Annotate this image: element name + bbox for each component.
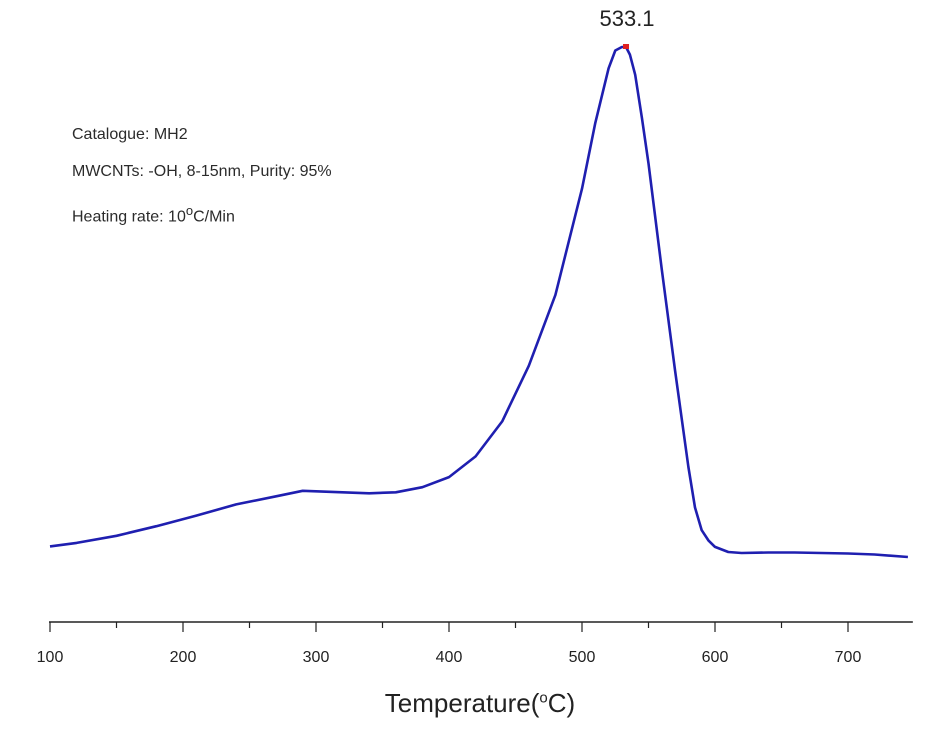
x-axis: 100 200 300 400 500 600 700 <box>37 621 913 666</box>
series-group <box>49 45 908 559</box>
x-tick-label: 200 <box>170 649 197 666</box>
annotation-group: 533.1 <box>599 6 655 49</box>
x-tick-label: 400 <box>436 649 463 666</box>
series-line <box>49 45 908 559</box>
x-tick-label: 100 <box>37 649 64 666</box>
x-tick-label: 700 <box>835 649 862 666</box>
x-tick-label: 500 <box>569 649 596 666</box>
peak-label: 533.1 <box>599 6 654 31</box>
info-material: MWCNTs: -OH, 8-15nm, Purity: 95% <box>72 163 332 180</box>
x-tick-label: 600 <box>702 649 729 666</box>
x-axis-title: Temperature(oC) <box>384 688 576 718</box>
info-heating-rate: Heating rate: 10oC/Min <box>72 203 235 226</box>
x-tick-label: 300 <box>303 649 330 666</box>
info-catalogue: Catalogue: MH2 <box>72 126 188 143</box>
peak-marker <box>623 44 630 49</box>
